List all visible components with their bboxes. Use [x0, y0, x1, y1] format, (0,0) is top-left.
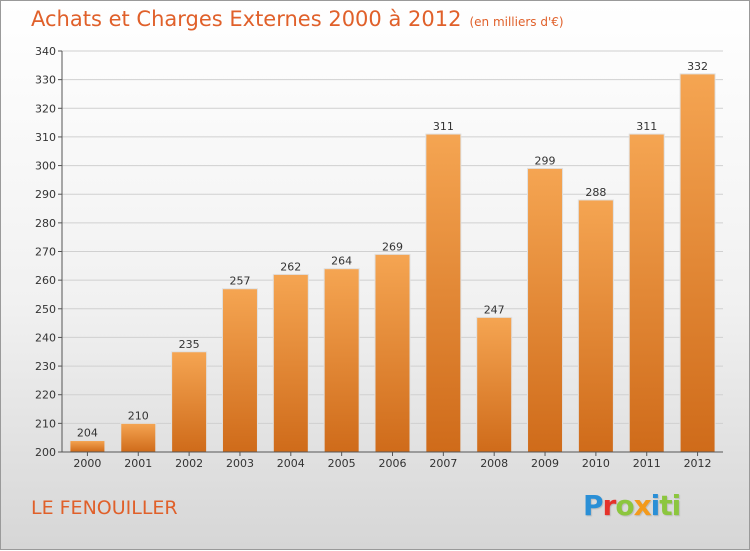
value-label: 264: [331, 255, 352, 268]
y-axis: 200 210 220 230 240 250 260 270 280 290 300 310 320 3…: [35, 45, 63, 459]
value-label: 269: [382, 240, 403, 253]
value-label: 288: [585, 186, 606, 199]
bar-2002: [171, 351, 208, 453]
x-tick-label: 2004: [277, 457, 305, 470]
y-tick-label: 300: [35, 160, 56, 173]
bar-2006: [374, 253, 411, 453]
x-tick-label: 2000: [73, 457, 101, 470]
bar-2008: [476, 316, 513, 453]
y-tick-label: 230: [35, 360, 56, 373]
x-tick-label: 2010: [582, 457, 610, 470]
y-tick-label: 280: [35, 217, 56, 230]
value-label: 235: [179, 338, 200, 351]
proxiti-logo[interactable]: Proxiti: [583, 489, 681, 522]
y-tick-label: 250: [35, 303, 56, 316]
y-tick-label: 260: [35, 274, 56, 287]
value-label: 332: [687, 60, 708, 73]
logo-letter: r: [602, 489, 617, 522]
bar-2009: [527, 167, 564, 453]
chart-title-block: Achats et Charges Externes 2000 à 2012 (e…: [31, 7, 564, 31]
logo-letter: o: [615, 489, 634, 522]
x-tick-label: 2005: [328, 457, 356, 470]
bar-2012: [679, 73, 716, 453]
bar-2001: [120, 422, 157, 453]
x-tick-label: 2001: [124, 457, 152, 470]
y-tick-label: 320: [35, 102, 56, 115]
bar-2003: [221, 288, 258, 453]
value-label: 247: [484, 303, 505, 316]
x-tick-label: 2006: [379, 457, 407, 470]
commune-name: LE FENOUILLER: [31, 497, 178, 519]
logo-letter: P: [583, 489, 604, 522]
logo-letter: ti: [659, 489, 681, 522]
x-axis: 2000 2001 2002 2003 2004 2005 2006 2007 2008 2009…: [62, 451, 723, 470]
chart-unit: (en milliers d'€): [469, 15, 564, 29]
x-tick-label: 2007: [429, 457, 457, 470]
bar-2000: [69, 440, 106, 453]
bars: 204 210 235 257 262 264 269 311 247 299 288 311 332: [69, 60, 716, 453]
bar-2004: [272, 273, 309, 453]
y-tick-label: 210: [35, 417, 56, 430]
y-tick-label: 270: [35, 246, 56, 259]
value-label: 210: [128, 409, 149, 422]
x-tick-label: 2008: [480, 457, 508, 470]
value-label: 311: [433, 120, 454, 133]
logo-letter: x: [633, 489, 652, 522]
bar-2011: [628, 133, 665, 453]
x-tick-label: 2009: [531, 457, 559, 470]
y-tick-label: 220: [35, 389, 56, 402]
y-tick-label: 310: [35, 131, 56, 144]
x-tick-label: 2011: [633, 457, 661, 470]
value-label: 257: [229, 275, 250, 288]
logo-letter: i: [650, 489, 661, 522]
value-label: 299: [535, 154, 556, 167]
bar-2005: [323, 268, 360, 453]
chart-title: Achats et Charges Externes 2000 à 2012: [31, 7, 462, 31]
value-label: 311: [636, 120, 657, 133]
y-tick-label: 340: [35, 45, 56, 58]
x-tick-label: 2002: [175, 457, 203, 470]
bar-2010: [577, 199, 614, 453]
y-tick-label: 330: [35, 74, 56, 87]
value-label: 262: [280, 260, 301, 273]
x-tick-label: 2003: [226, 457, 254, 470]
x-tick-label: 2012: [684, 457, 712, 470]
bar-2007: [425, 133, 462, 453]
value-label: 204: [77, 427, 98, 440]
y-tick-label: 240: [35, 331, 56, 344]
y-tick-label: 200: [35, 446, 56, 459]
y-tick-label: 290: [35, 188, 56, 201]
